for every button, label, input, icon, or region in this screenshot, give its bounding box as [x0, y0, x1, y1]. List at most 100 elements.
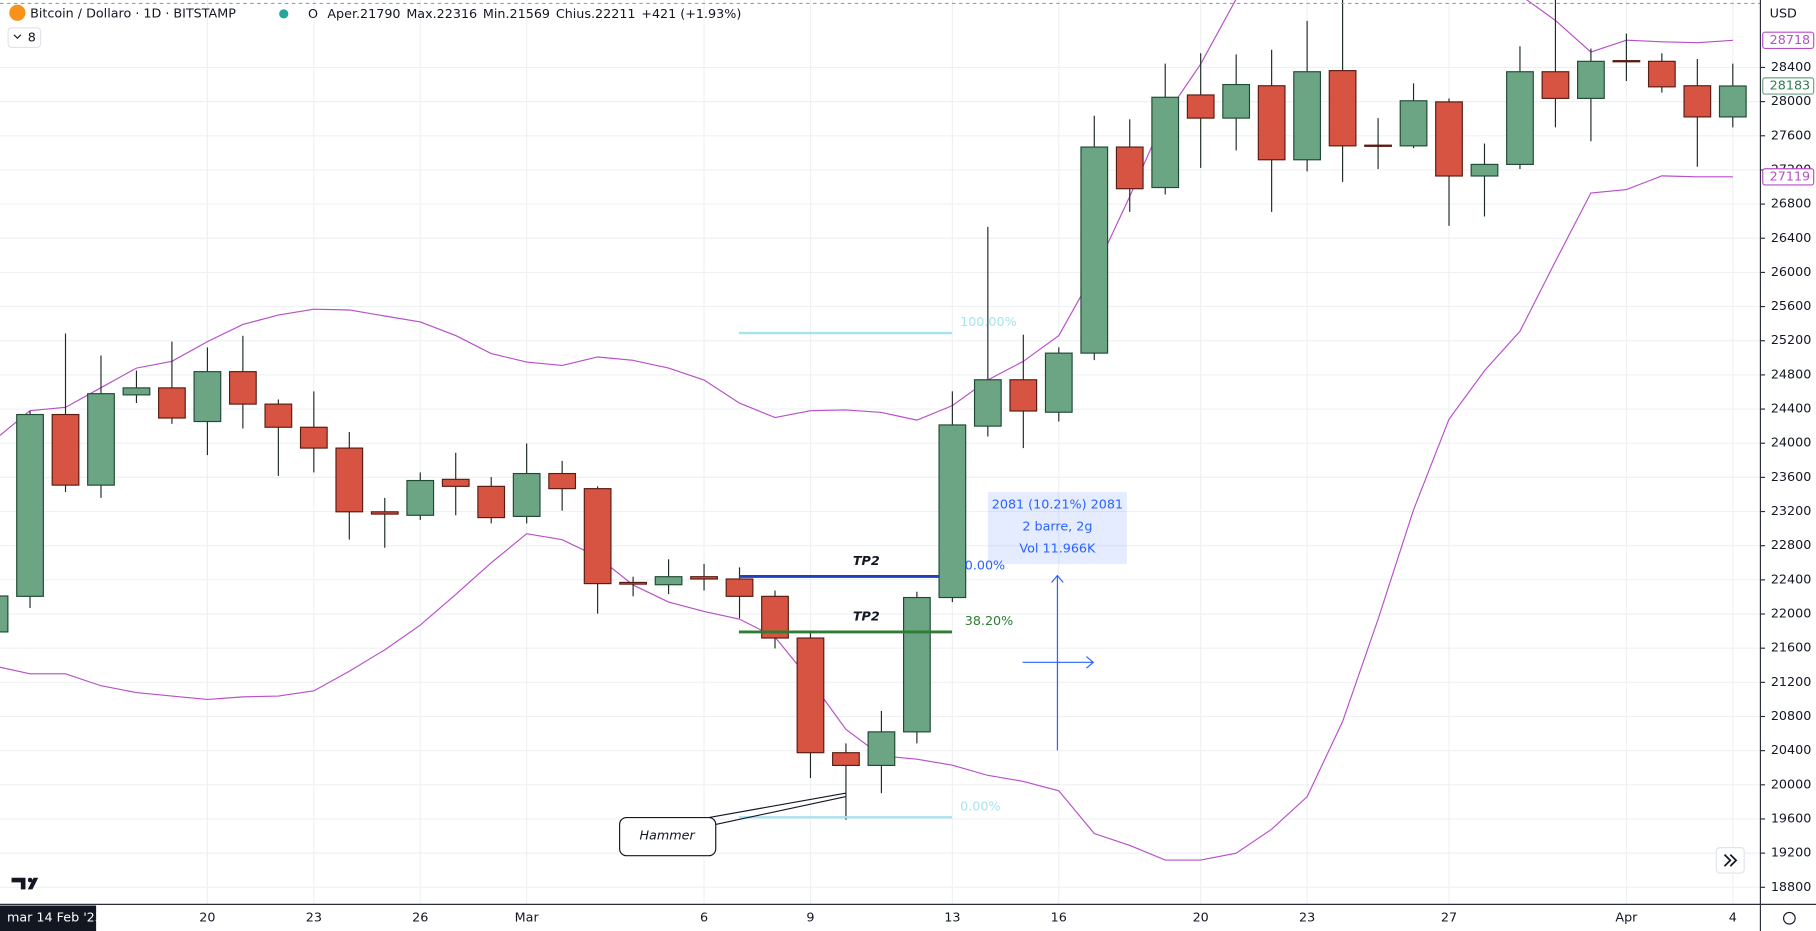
candle-body [299, 426, 328, 449]
y-tick-label: 26000 [1771, 265, 1811, 280]
callout-box [619, 816, 717, 857]
y-tick-label: 25600 [1771, 299, 1811, 314]
y-tick-label: 20000 [1771, 777, 1811, 792]
upper-band [0, 0, 1733, 437]
fib-label: 100.00% [960, 315, 1017, 330]
candle-body [548, 472, 577, 490]
y-tick-label: 20800 [1771, 709, 1811, 724]
y-tick-label: 22000 [1771, 607, 1811, 622]
candle-body [796, 637, 825, 754]
y-tick-label: 28000 [1771, 94, 1811, 109]
candle-body [619, 581, 647, 585]
candle-body [832, 752, 860, 767]
measure-text: 2081 (10.21%) 2081 [992, 497, 1123, 512]
candle-body [477, 485, 506, 519]
y-tick-label: 24800 [1771, 367, 1811, 382]
high-label: Max. [406, 6, 436, 21]
candle-body [1718, 85, 1747, 118]
y-tick-label: 22400 [1771, 572, 1811, 587]
settings-icon[interactable] [1782, 911, 1796, 925]
price-badge [1762, 77, 1815, 95]
candle-body [1435, 101, 1463, 177]
x-tick-label: 20 [199, 911, 215, 926]
candle-body [122, 387, 151, 396]
x-tick-label: Apr [1615, 911, 1638, 926]
candle-body [902, 596, 931, 733]
x-tick-label: 13 [944, 911, 960, 926]
candle-body [335, 447, 364, 513]
candle-body [87, 393, 115, 486]
x-tick-label: 26 [412, 911, 428, 926]
candle-body [1293, 71, 1322, 161]
candle-body [228, 371, 257, 405]
measure-text: Vol 11.966K [1019, 541, 1096, 556]
x-tick-label: 9 [806, 911, 814, 926]
candle-body [406, 479, 435, 516]
change: +421 (+1.93%) [641, 6, 741, 21]
candle-body [1080, 146, 1109, 354]
btc-logo [9, 4, 26, 21]
y-tick-label: 19600 [1771, 811, 1811, 826]
candle-body [512, 472, 541, 517]
price-badge-label: 28718 [1770, 33, 1810, 48]
callout-text: Hammer [639, 829, 695, 844]
crosshair-date-box [0, 905, 97, 931]
x-tick-label: 23 [1299, 911, 1315, 926]
low-label: Min. [483, 6, 510, 21]
x-tick-label: 20 [1193, 911, 1209, 926]
candle-body [1612, 60, 1641, 63]
candle-body [1470, 163, 1499, 177]
tv-logo-dot [27, 877, 33, 883]
tv-logo [11, 877, 39, 890]
y-tick-label: 20400 [1771, 743, 1811, 758]
y-tick-label: 22800 [1771, 538, 1811, 553]
y-tick-label: 23600 [1771, 470, 1811, 485]
y-tick-label: 26800 [1771, 197, 1811, 212]
x-tick-label: Mar [515, 911, 540, 926]
high-value: 22316 [437, 6, 477, 21]
candle-body [1506, 71, 1534, 165]
candle-body [725, 578, 754, 597]
currency[interactable]: USD [1770, 6, 1797, 21]
measure-text: 2 barre, 2g [1022, 519, 1092, 534]
open-label: Aper. [327, 6, 360, 21]
measure-arrow-h [1022, 656, 1095, 669]
y-tick-label: 28400 [1771, 60, 1811, 75]
candle-body [193, 371, 222, 423]
y-tick-label: 24000 [1771, 436, 1811, 451]
price-badge [1762, 168, 1815, 186]
candle-body [973, 379, 1002, 427]
candle-body [1257, 85, 1286, 161]
y-tick-label: 27600 [1771, 128, 1811, 143]
candle-body [1044, 352, 1073, 413]
price-badge-label: 28183 [1770, 78, 1810, 93]
candle-body [1115, 146, 1144, 190]
candle-body [158, 387, 186, 419]
candle-body [264, 403, 293, 428]
low-value: 21569 [510, 6, 550, 21]
o: O [308, 6, 318, 21]
plot-area [0, 0, 1747, 861]
y-tick-label: 19200 [1771, 846, 1811, 861]
indicator-toggle[interactable] [7, 27, 42, 49]
x-tick-label: 27 [1441, 911, 1457, 926]
candle-body [370, 511, 399, 515]
candle-body [1151, 96, 1180, 189]
callout-pointer [708, 792, 846, 826]
close-value: 22211 [595, 6, 635, 21]
y-tick-label: 21600 [1771, 641, 1811, 656]
measure-box [987, 492, 1127, 564]
tp-level-label: 38.20% [965, 614, 1014, 629]
y-tick-label: 21200 [1771, 675, 1811, 690]
candle-body [583, 488, 612, 585]
tp-label: TP2 [853, 609, 880, 624]
y-tick-label: 18800 [1771, 880, 1811, 895]
y-tick-label: 23200 [1771, 504, 1811, 519]
candle-body [1186, 94, 1215, 119]
candle-body [1399, 100, 1428, 147]
lower-band [0, 175, 1733, 861]
ohlc-header: O Aper.21790 Max.22316 Min.21569 Chius.22211… [308, 6, 741, 21]
close-label: Chius. [556, 6, 595, 21]
candle-body [1364, 144, 1392, 147]
x-tick-label: 6 [700, 911, 708, 926]
